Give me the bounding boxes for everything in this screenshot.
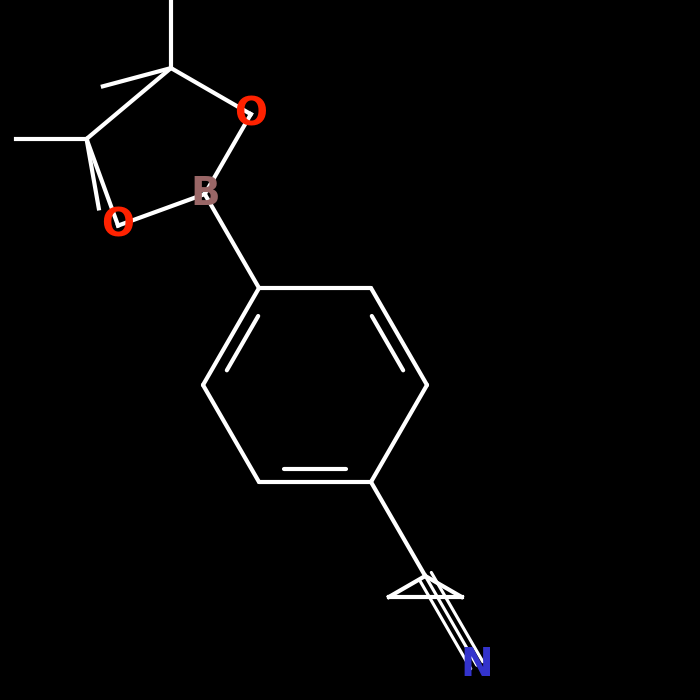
Text: N: N — [461, 646, 493, 684]
Text: O: O — [234, 95, 267, 133]
Text: O: O — [102, 206, 134, 244]
Text: B: B — [190, 175, 220, 213]
